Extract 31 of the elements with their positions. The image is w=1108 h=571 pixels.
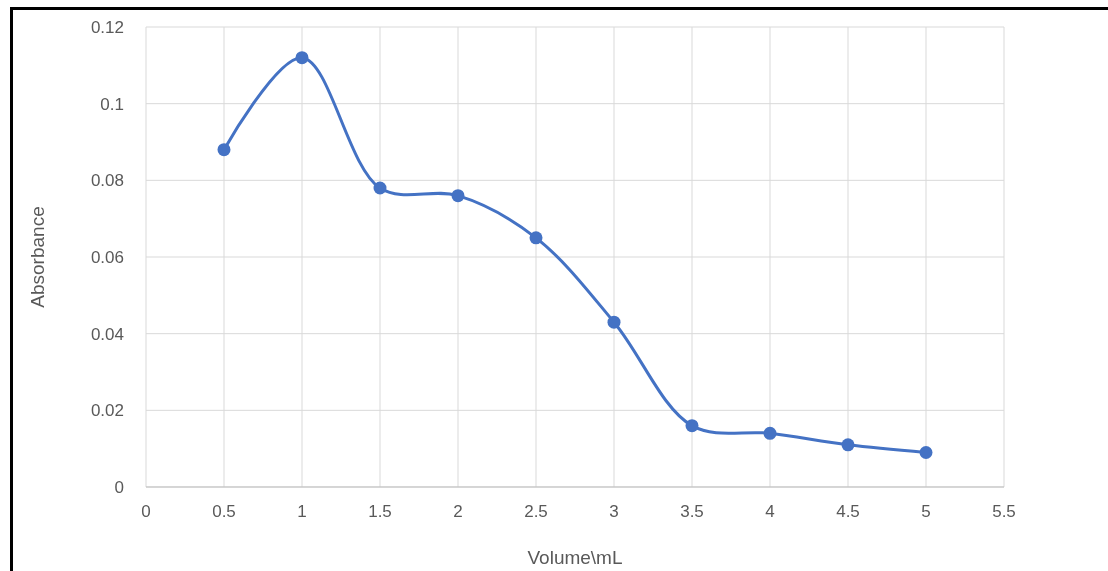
- point: [217, 143, 231, 157]
- point: [451, 189, 465, 203]
- x-tick-label: 2: [453, 502, 463, 521]
- x-tick-label: 0.5: [212, 502, 236, 521]
- x-tick-label: 5.5: [992, 502, 1016, 521]
- x-tick-label: 4: [765, 502, 775, 521]
- point: [295, 51, 309, 65]
- point: [919, 446, 933, 459]
- x-tick-label: 1: [297, 502, 307, 521]
- point: [373, 181, 387, 195]
- x-tick-label: 3.5: [680, 502, 704, 521]
- x-tick-label: 3: [609, 502, 619, 521]
- y-tick-label: 0: [114, 478, 124, 497]
- y-tick-label: 0.06: [90, 248, 124, 267]
- y-tick-label: 0.04: [90, 324, 124, 344]
- x-tick-label: 1.5: [368, 502, 392, 521]
- y-tick-label: 0.08: [90, 171, 124, 191]
- point: [607, 315, 621, 329]
- y-tick-label: 0.1: [100, 94, 124, 114]
- point: [529, 231, 543, 245]
- point: [685, 419, 699, 433]
- point: [763, 426, 777, 440]
- x-axis-title: Volume\mL: [527, 547, 623, 568]
- y-tick-label: 0.12: [90, 18, 124, 37]
- x-tick-label: 2.5: [524, 502, 548, 521]
- x-tick-label: 4.5: [836, 502, 860, 521]
- point: [841, 438, 855, 452]
- y-axis-title: Absorbance: [27, 206, 48, 308]
- y-tick-label: 0.02: [90, 401, 124, 421]
- x-tick-label: 5: [921, 502, 931, 521]
- x-tick-label: 0: [141, 502, 151, 521]
